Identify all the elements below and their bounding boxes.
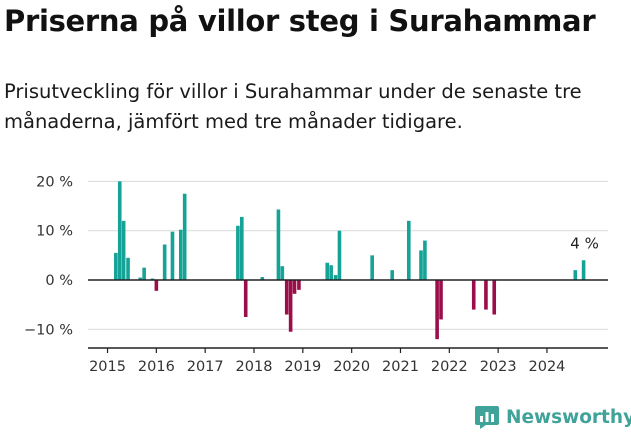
- bar: [138, 277, 143, 280]
- bar: [492, 280, 497, 315]
- bar: [126, 257, 130, 280]
- bar: [280, 266, 285, 280]
- brand-name: Newsworthy: [506, 406, 631, 428]
- bar: [333, 275, 338, 280]
- y-tick-label: 0 %: [45, 273, 73, 289]
- bar: [329, 265, 333, 280]
- bar: [297, 280, 301, 290]
- bar-series: [114, 181, 586, 340]
- y-tick-label: 20 %: [36, 174, 73, 190]
- bar: [117, 181, 122, 280]
- x-tick-label: 2023: [480, 359, 517, 375]
- x-tick-label: 2024: [529, 359, 566, 375]
- chart-title: Priserna på villor steg i Surahammar: [4, 4, 596, 38]
- x-tick-label: 2020: [333, 359, 370, 375]
- bar: [114, 252, 118, 280]
- value-annotation: 4 %: [570, 234, 599, 252]
- bar: [236, 225, 240, 280]
- bar: [471, 280, 476, 310]
- bar: [423, 240, 427, 280]
- bar: [484, 280, 488, 310]
- x-tick-label: 2017: [187, 359, 224, 375]
- y-tick-label: −10 %: [24, 322, 73, 338]
- gridlines: [88, 180, 608, 330]
- bar: [170, 231, 175, 280]
- bar: [240, 216, 244, 280]
- y-tick-label: 10 %: [36, 224, 73, 240]
- axis-labels: 20 % 10 % 0 % −10 % 2015 2016 2017 2018 2019 2020…: [24, 174, 599, 375]
- newsworthy-brand[interactable]: Newsworthy: [474, 404, 631, 430]
- chart-subtitle: Prisutveckling för villor i Surahammar u…: [4, 80, 582, 133]
- x-tick-label: 2022: [431, 359, 468, 375]
- bar: [121, 220, 126, 280]
- bar: [178, 229, 183, 280]
- bar: [439, 280, 443, 320]
- bar: [325, 262, 330, 280]
- bar: [260, 277, 265, 280]
- bar: [419, 250, 423, 280]
- bar: [288, 280, 293, 332]
- axes: [88, 279, 608, 353]
- bar: [142, 267, 146, 280]
- bar: [435, 280, 439, 340]
- bar: [581, 260, 586, 280]
- bar: [276, 209, 281, 280]
- newsworthy-logo-icon: [475, 406, 499, 429]
- bar: [337, 230, 342, 280]
- x-tick-label: 2021: [382, 359, 419, 375]
- bar: [182, 193, 187, 280]
- bar: [292, 280, 297, 294]
- x-tick-label: 2019: [284, 359, 321, 375]
- x-tick-label: 2018: [236, 359, 273, 375]
- bar: [390, 270, 394, 280]
- x-tick-label: 2015: [89, 359, 126, 375]
- bar: [284, 280, 289, 315]
- bar: [150, 278, 155, 280]
- bar: [406, 220, 411, 280]
- bar: [370, 255, 374, 280]
- x-tick-label: 2016: [138, 359, 175, 375]
- bar: [573, 270, 578, 280]
- bar: [243, 280, 248, 317]
- bar: [154, 280, 159, 291]
- bar: [162, 244, 167, 280]
